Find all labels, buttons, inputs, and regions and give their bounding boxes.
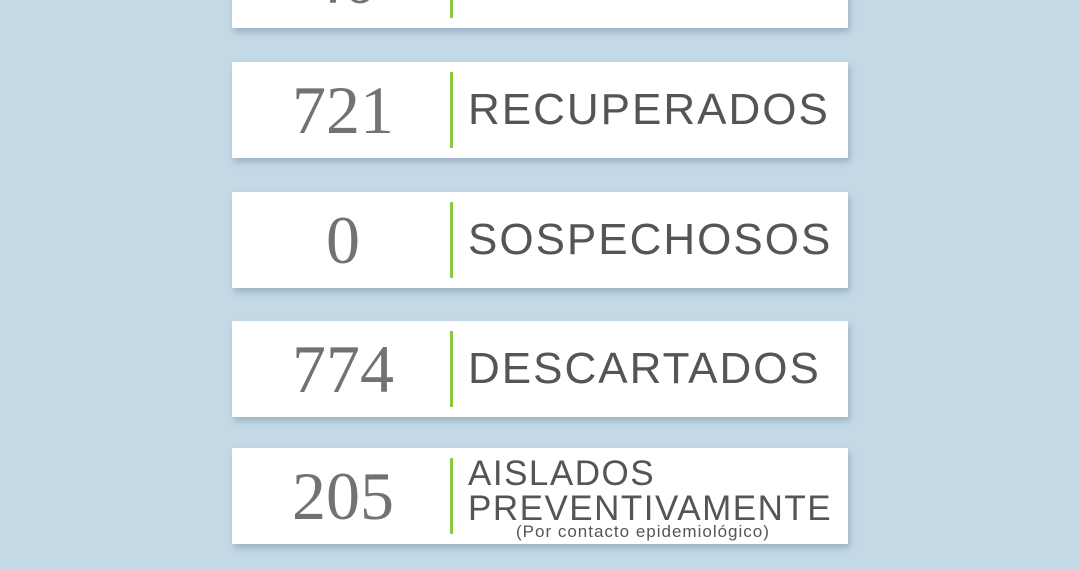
label-line: ACTIVOS [468, 0, 675, 2]
stat-number: 721 [292, 71, 394, 148]
stat-number: 774 [292, 330, 394, 407]
stat-card: 721 RECUPERADOS [232, 62, 848, 158]
stat-label: SOSPECHOSOS [468, 192, 832, 288]
stat-card: 40 ACTIVOS [232, 0, 848, 28]
stat-card: 0 SOSPECHOSOS [232, 192, 848, 288]
stat-card: 774 DESCARTADOS [232, 321, 848, 417]
divider [450, 0, 453, 18]
label-line: RECUPERADOS [468, 85, 830, 134]
stat-label: DESCARTADOS [468, 321, 821, 417]
stat-label: ACTIVOS [468, 0, 675, 28]
divider [450, 202, 453, 278]
stat-label: RECUPERADOS [468, 62, 830, 158]
stat-label: AISLADOS PREVENTIVAMENTE [468, 448, 832, 526]
label-line: PREVENTIVAMENTE [468, 489, 833, 528]
stat-number: 40 [232, 0, 454, 28]
stat-card: 205 AISLADOS PREVENTIVAMENTE (Por contacto … [232, 448, 848, 544]
stat-number: 205 [292, 457, 394, 534]
label-line: AISLADOS [468, 454, 656, 493]
divider [450, 458, 453, 534]
stat-number: 0 [326, 201, 360, 278]
stat-note: (Por contacto epidemiológico) [516, 522, 770, 541]
divider [450, 331, 453, 407]
label-line: SOSPECHOSOS [468, 215, 833, 264]
label-line: DESCARTADOS [468, 344, 821, 393]
divider [450, 72, 453, 148]
